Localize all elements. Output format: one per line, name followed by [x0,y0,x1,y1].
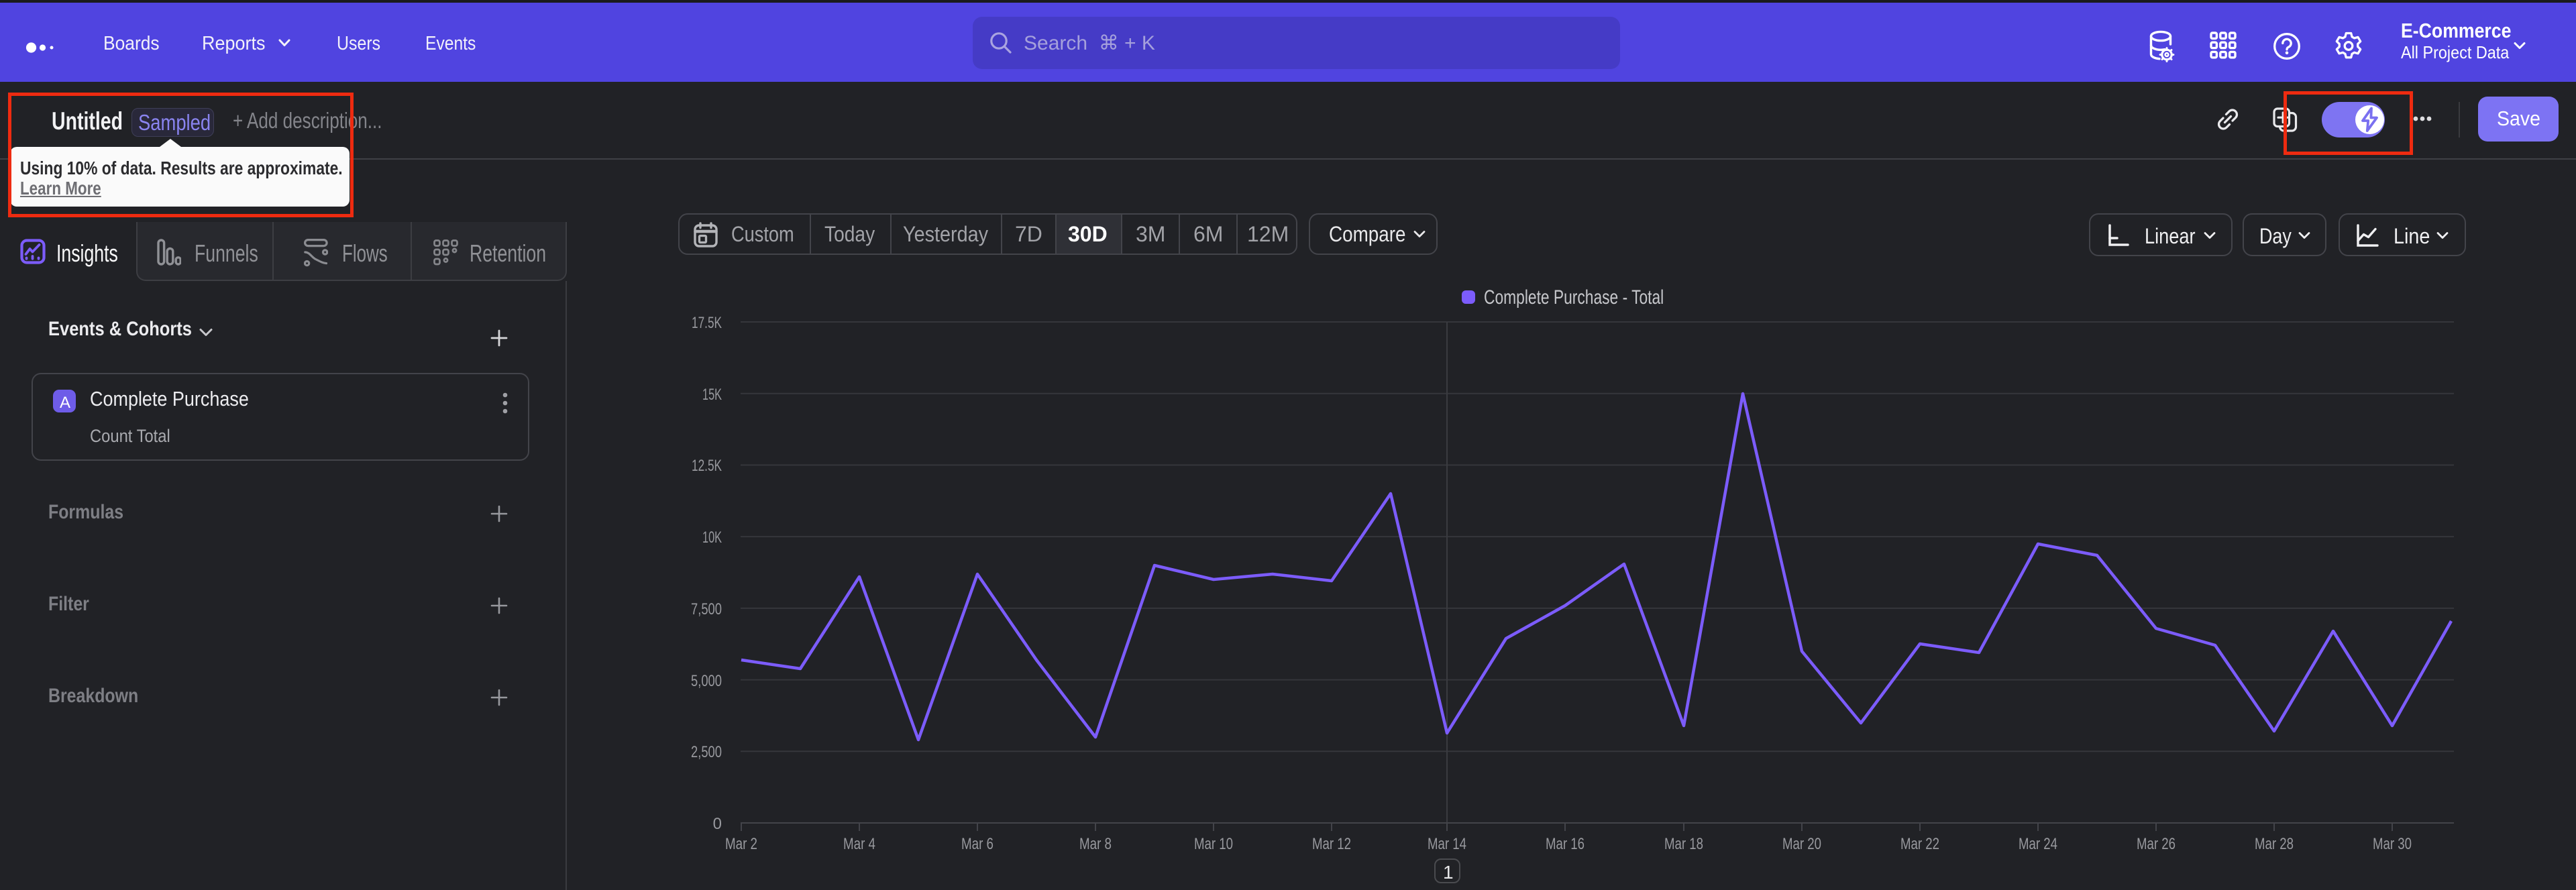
svg-text:Mar 2: Mar 2 [725,835,757,853]
svg-text:Mar 20: Mar 20 [1782,835,1821,853]
svg-text:Mar 26: Mar 26 [2137,835,2176,853]
svg-text:10K: 10K [702,529,722,547]
svg-text:17.5K: 17.5K [692,314,722,332]
svg-text:Mar 22: Mar 22 [1900,835,1939,853]
svg-text:Mar 12: Mar 12 [1312,835,1351,853]
svg-text:Mar 18: Mar 18 [1664,835,1703,853]
svg-text:Mar 10: Mar 10 [1194,835,1233,853]
svg-text:Mar 16: Mar 16 [1546,835,1585,853]
svg-text:5,000: 5,000 [691,672,722,690]
svg-text:7,500: 7,500 [691,600,722,618]
svg-text:Mar 28: Mar 28 [2255,835,2294,853]
svg-text:Mar 14: Mar 14 [1428,835,1466,853]
svg-text:Mar 6: Mar 6 [961,835,994,853]
svg-text:0: 0 [713,815,722,833]
svg-text:15K: 15K [702,386,722,404]
svg-text:Mar 4: Mar 4 [843,835,875,853]
svg-text:12.5K: 12.5K [692,457,722,475]
svg-text:Mar 8: Mar 8 [1079,835,1112,853]
svg-text:Mar 30: Mar 30 [2373,835,2412,853]
svg-text:2,500: 2,500 [691,743,722,761]
svg-text:Mar 24: Mar 24 [2019,835,2057,853]
